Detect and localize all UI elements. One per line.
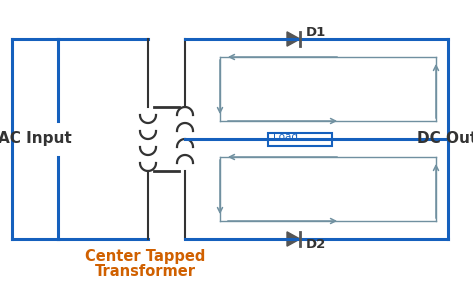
FancyBboxPatch shape: [268, 133, 332, 146]
Polygon shape: [287, 32, 300, 46]
Polygon shape: [287, 232, 300, 246]
Text: D2: D2: [306, 238, 326, 251]
Text: Center Tapped: Center Tapped: [85, 249, 205, 265]
Text: DC Output: DC Output: [417, 131, 473, 146]
Text: Load: Load: [273, 132, 298, 142]
Text: Transformer: Transformer: [95, 263, 195, 278]
Text: D1: D1: [306, 26, 326, 40]
Text: AC Input: AC Input: [0, 131, 72, 146]
